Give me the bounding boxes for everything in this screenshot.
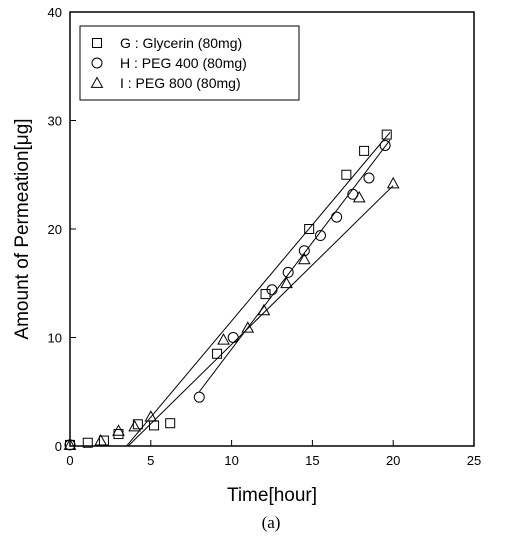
legend-marker-circle [91,57,103,69]
y-tick-label: 20 [48,222,62,237]
circle-fit-line [198,139,391,393]
x-tick-label: 10 [224,453,238,468]
x-tick-label: 25 [467,453,481,468]
triangle-data-point [257,303,271,316]
triangle-data-point [280,276,293,289]
y-tick-label: 40 [48,5,62,20]
square-fit-line [126,132,391,447]
triangle-data-point [128,419,141,432]
circle-data-point [193,391,205,403]
legend-label: I : PEG 800 (80mg) [120,75,241,91]
square-data-point [149,420,160,431]
square-data-point [341,169,352,180]
square-data-point [304,224,315,234]
y-tick-label: 10 [48,331,62,346]
legend-label: G : Glycerin (80mg) [120,35,242,51]
circle-data-point [298,245,310,257]
figure-caption: (a) [262,513,281,532]
x-axis-title: Time[hour] [227,485,317,506]
triangle-data-point [217,333,230,345]
triangle-data-point [94,434,108,446]
y-tick-label: 30 [48,114,62,129]
x-tick-label: 20 [386,453,400,468]
triangle-fit-line [127,185,394,447]
triangle-data-point [352,191,366,203]
x-tick-label: 0 [66,453,73,468]
circle-data-point [331,211,343,223]
x-tick-label: 5 [147,453,154,468]
circle-data-point [363,172,375,184]
square-data-point [212,348,223,359]
square-data-point [132,419,143,430]
circle-data-point [379,139,391,151]
circle-data-point [227,332,239,343]
x-tick-label: 15 [305,453,319,468]
circle-data-point [314,230,326,242]
triangle-data-point [63,438,77,450]
circle-data-point [266,284,278,296]
circle-data-point [282,266,294,278]
triangle-data-point [112,424,125,436]
legend-marker-triangle [90,76,104,88]
square-data-point [165,418,176,429]
legend-label: H : PEG 400 (80mg) [120,55,247,71]
legend: G : Glycerin (80mg) H : PEG 400 (80mg) I :… [79,25,300,101]
triangle-data-point [241,321,255,333]
triangle-data-point [297,252,311,265]
y-tick-label: 0 [55,439,62,454]
square-data-point [82,437,93,448]
triangle-data-point [144,410,158,422]
legend-box [79,25,300,101]
y-axis-title: Amount of Permeation[μg] [12,118,33,339]
square-data-point [359,145,370,156]
square-data-point [381,129,392,140]
legend-marker-square [92,38,102,48]
triangle-data-point [386,176,400,189]
